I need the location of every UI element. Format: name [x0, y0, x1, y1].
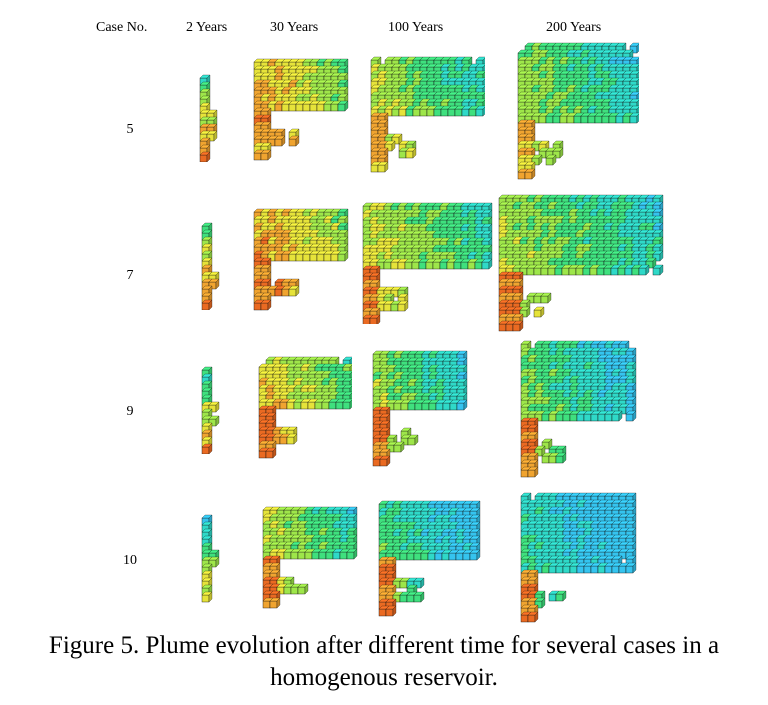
- plume-case5-30yr: [253, 58, 349, 161]
- caption-line-2: homogenous reservoir.: [270, 664, 498, 691]
- plume-case7-200yr: [498, 194, 664, 332]
- case-label-5: 5: [126, 122, 134, 137]
- plume-case7-30yr: [253, 208, 349, 311]
- header-100-years: 100 Years: [388, 20, 444, 35]
- plume-case9-2yr: [201, 366, 220, 454]
- case-label-7: 7: [126, 268, 134, 283]
- plume-case9-100yr: [372, 350, 468, 467]
- case-label-9: 9: [126, 404, 134, 419]
- plume-case10-100yr: [378, 500, 481, 617]
- plume-case9-30yr: [258, 356, 352, 459]
- plume-case10-2yr: [201, 514, 220, 603]
- plume-case10-200yr: [520, 492, 637, 623]
- header-2-years: 2 Years: [186, 20, 228, 35]
- plume-case5-200yr: [517, 42, 639, 180]
- plume-case5-2yr: [199, 74, 218, 162]
- plume-case7-2yr: [201, 222, 220, 310]
- plume-case9-200yr: [520, 340, 637, 478]
- case-label-10: 10: [123, 553, 137, 568]
- figure-caption: Figure 5. Plume evolution after differen…: [0, 630, 768, 694]
- header-200-years: 200 Years: [546, 20, 602, 35]
- header-case-no: Case No.: [96, 20, 148, 35]
- plume-case5-100yr: [370, 56, 485, 173]
- header-30-years: 30 Years: [270, 20, 319, 35]
- caption-line-1: Figure 5. Plume evolution after differen…: [48, 632, 720, 659]
- plume-case7-100yr: [362, 202, 493, 324]
- plume-case10-30yr: [262, 506, 358, 609]
